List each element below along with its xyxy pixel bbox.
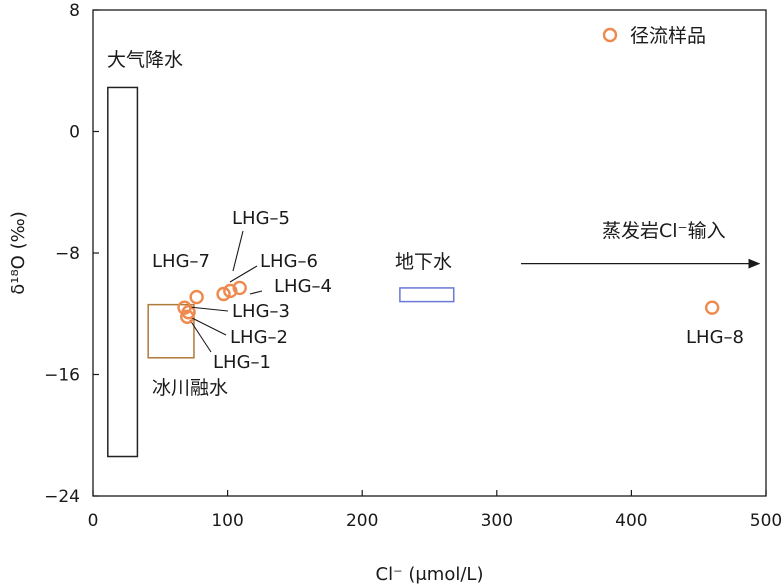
data-point-label: LHG–3 [232,301,290,322]
data-point-label: LHG–5 [232,208,290,229]
data-point-label: LHG–1 [213,352,271,373]
axis-ticks: 0 100 200 300 400 500 8 0 −8 −16 −24 [44,1,782,531]
data-point [704,300,720,315]
annotation-layer: 蒸发岩Cl⁻输入 [521,220,761,269]
legend: 径流样品 [602,25,706,47]
y-tick-label: −16 [44,366,80,386]
data-point-label: LHG–4 [274,276,332,297]
data-point [216,286,231,302]
precipitation-region-label: 大气降水 [107,49,183,71]
y-tick-label: −24 [44,487,80,507]
evaporite-input-label: 蒸发岩Cl⁻输入 [602,220,726,242]
leader-line [188,306,229,312]
leader-line [249,290,263,295]
data-point-label: LHG–6 [260,251,318,272]
data-point [189,289,204,305]
data-point-label: LHG–8 [686,327,744,348]
y-tick-label: −8 [55,244,80,264]
y-axis-title: δ¹⁸O (‰) [8,211,29,295]
legend-label: 径流样品 [630,25,706,47]
groundwater-region-label: 地下水 [395,251,452,273]
x-tick-label: 300 [481,511,513,531]
precipitation-region [107,86,139,458]
x-tick-label: 200 [346,511,378,531]
leader-line [189,319,212,353]
data-point-label: LHG–7 [152,251,210,272]
groundwater-region [399,287,455,303]
x-tick-label: 100 [211,511,243,531]
leader-line [229,265,258,283]
data-points-layer: LHG–1 LHG–2 LHG–3 LHG–4 LHG–5 LHG–6 LHG–7 LHG–8 [152,208,744,373]
data-point [223,283,238,299]
legend-marker-icon [602,27,618,43]
x-tick-label: 0 [88,511,99,531]
y-tick-label: 8 [69,1,80,21]
glacier-meltwater-region-label: 冰川融水 [152,377,228,399]
data-point [177,300,192,315]
x-axis-title: Cl⁻ (μmol/L) [376,564,484,585]
data-point [232,280,247,296]
x-tick-label: 500 [750,511,782,531]
data-point-label: LHG–2 [230,327,288,348]
leader-line [232,230,244,272]
leader-line [191,317,227,336]
glacier-meltwater-region [147,303,195,359]
x-tick-label: 400 [615,511,647,531]
y-tick-label: 0 [69,123,80,143]
